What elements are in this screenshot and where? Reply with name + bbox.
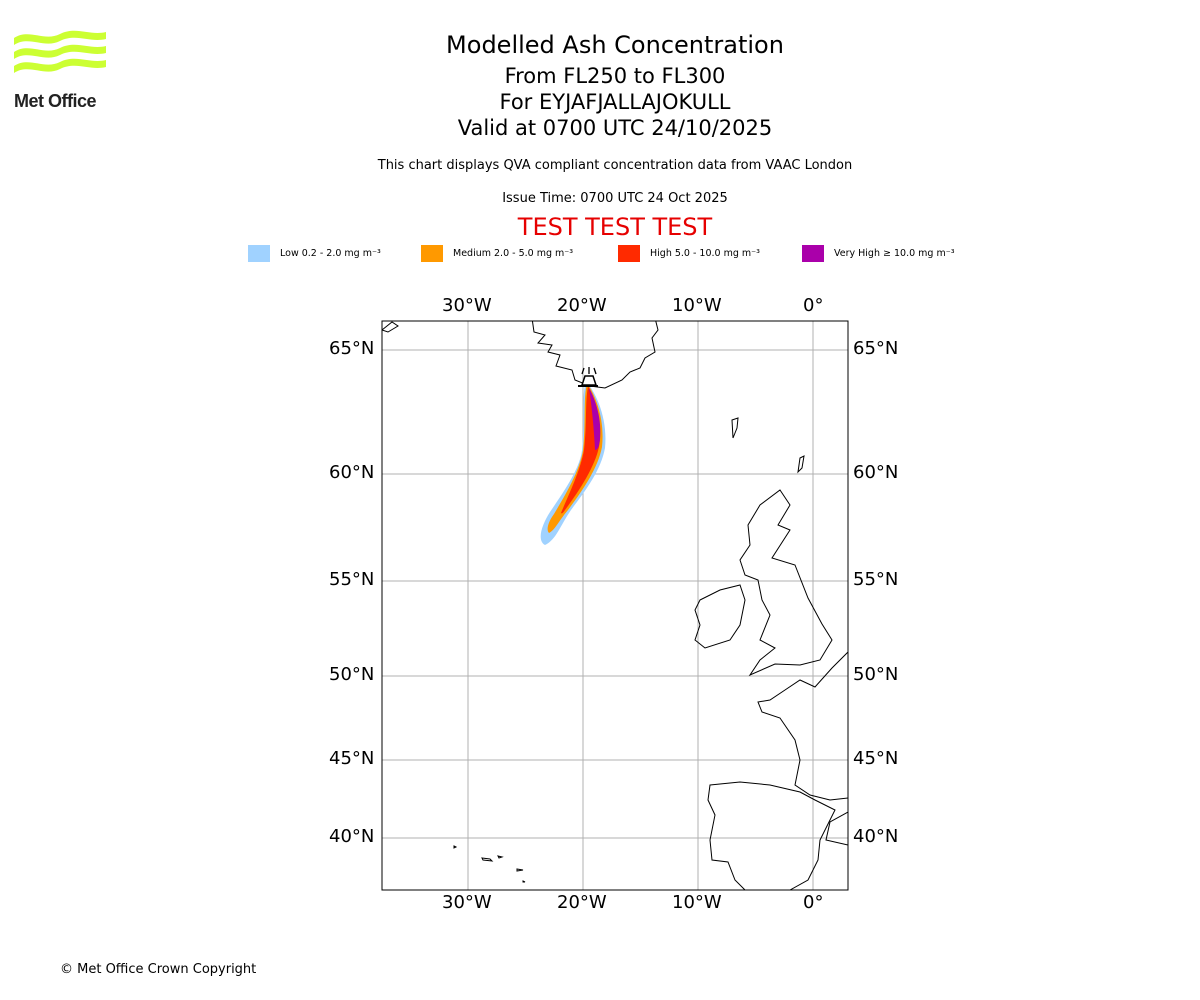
volcano-icon — [578, 367, 598, 387]
logo-text: Met Office — [14, 91, 97, 111]
flight-levels: From FL250 to FL300 — [504, 64, 726, 88]
legend-swatch — [618, 245, 640, 262]
lon-tick-bottom: 0° — [803, 892, 824, 913]
lat-tick-right: 65°N — [853, 338, 899, 359]
lat-tick-right: 50°N — [853, 664, 899, 685]
legend-low: Low 0.2 - 2.0 mg m⁻³ — [248, 245, 381, 262]
ireland — [694, 584, 746, 649]
lat-tick-right: 60°N — [853, 462, 899, 483]
lon-tick-bottom: 10°W — [672, 892, 722, 913]
lon-tick-top: 10°W — [672, 295, 722, 316]
greenland-edge — [382, 321, 399, 333]
ash-plume — [540, 381, 606, 545]
lat-tick-left: 65°N — [329, 338, 375, 359]
legend-swatch — [248, 245, 270, 262]
legend-label: Low 0.2 - 2.0 mg m⁻³ — [280, 248, 381, 259]
iceland — [531, 321, 659, 389]
map-frame — [381, 320, 849, 891]
legend-very-high: Very High ≥ 10.0 mg m⁻³ — [802, 245, 955, 262]
lat-tick-right: 45°N — [853, 748, 899, 769]
lon-tick-top: 20°W — [557, 295, 607, 316]
iberia — [707, 781, 836, 890]
legend-label: High 5.0 - 10.0 mg m⁻³ — [650, 248, 760, 259]
graticule — [382, 321, 848, 890]
lon-tick-bottom: 20°W — [557, 892, 607, 913]
france — [757, 651, 848, 801]
issue-time: Issue Time: 0700 UTC 24 Oct 2025 — [502, 191, 728, 206]
valid-time: Valid at 0700 UTC 24/10/2025 — [457, 116, 773, 140]
met-office-logo — [14, 30, 106, 73]
legend-medium: Medium 2.0 - 5.0 mg m⁻³ — [421, 245, 573, 262]
azores — [453, 845, 526, 883]
great-britain — [739, 489, 833, 677]
legend-label: Medium 2.0 - 5.0 mg m⁻³ — [453, 248, 574, 259]
faroes — [731, 417, 739, 439]
lat-tick-left: 60°N — [329, 462, 375, 483]
shetland — [797, 455, 805, 474]
lat-tick-left: 45°N — [329, 748, 375, 769]
lat-tick-left: 40°N — [329, 826, 375, 847]
lat-tick-left: 50°N — [329, 664, 375, 685]
description: This chart displays QVA compliant concen… — [377, 158, 853, 173]
chart-title: Modelled Ash Concentration — [446, 31, 784, 59]
north-africa — [825, 811, 848, 846]
lat-tick-right: 40°N — [853, 826, 899, 847]
legend-label: Very High ≥ 10.0 mg m⁻³ — [834, 248, 955, 259]
lon-tick-bottom: 30°W — [442, 892, 492, 913]
test-banner: TEST TEST TEST — [517, 213, 713, 241]
legend-swatch — [421, 245, 443, 262]
copyright: © Met Office Crown Copyright — [60, 962, 257, 977]
coastlines — [382, 321, 848, 890]
lon-tick-top: 30°W — [442, 295, 492, 316]
legend-swatch — [802, 245, 824, 262]
lon-tick-top: 0° — [803, 295, 824, 316]
lat-tick-left: 55°N — [329, 569, 375, 590]
lat-tick-right: 55°N — [853, 569, 899, 590]
legend-high: High 5.0 - 10.0 mg m⁻³ — [618, 245, 760, 262]
volcano-name: For EYJAFJALLAJOKULL — [499, 90, 731, 114]
